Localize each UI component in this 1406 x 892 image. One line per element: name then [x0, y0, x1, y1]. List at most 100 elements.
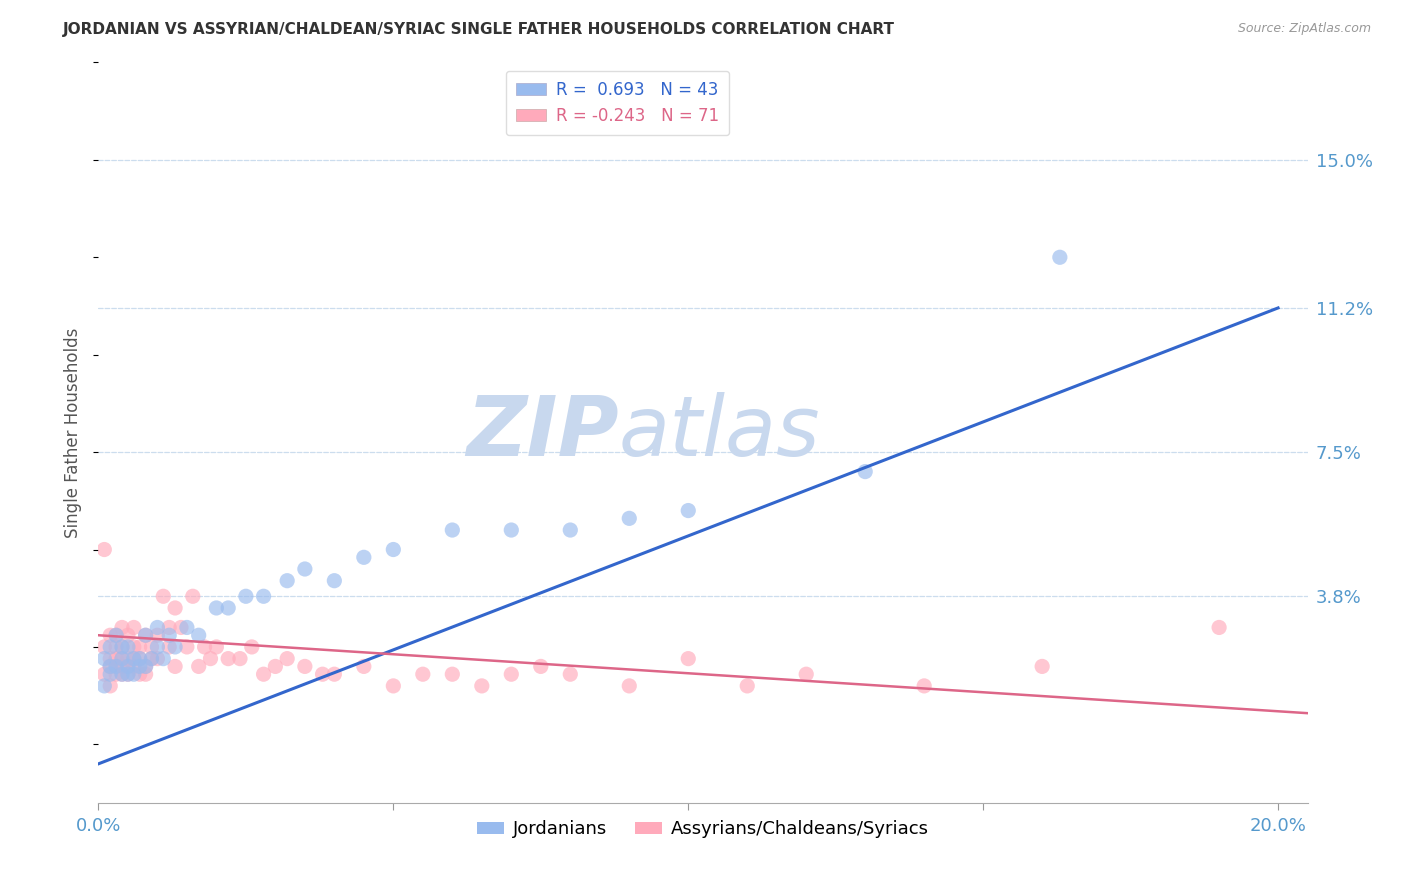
Point — [382, 679, 405, 693]
Point — [146, 620, 169, 634]
Text: JORDANIAN VS ASSYRIAN/CHALDEAN/SYRIAC SINGLE FATHER HOUSEHOLDS CORRELATION CHART: JORDANIAN VS ASSYRIAN/CHALDEAN/SYRIAC SI… — [63, 22, 896, 37]
Point — [170, 620, 193, 634]
Point — [157, 620, 180, 634]
Point — [135, 628, 157, 642]
Point — [146, 640, 169, 654]
Point — [619, 679, 641, 693]
Point — [117, 667, 139, 681]
Point — [252, 667, 274, 681]
Point — [111, 651, 134, 665]
Point — [122, 640, 145, 654]
Point — [122, 667, 145, 681]
Point — [111, 640, 134, 654]
Point — [111, 667, 134, 681]
Point — [912, 679, 935, 693]
Point — [853, 465, 876, 479]
Point — [146, 651, 169, 665]
Point — [117, 659, 139, 673]
Point — [111, 640, 134, 654]
Point — [560, 667, 582, 681]
Point — [98, 628, 121, 642]
Point — [93, 667, 115, 681]
Point — [619, 511, 641, 525]
Point — [1049, 250, 1071, 264]
Point — [135, 659, 157, 673]
Point — [229, 651, 252, 665]
Point — [157, 640, 180, 654]
Point — [311, 667, 333, 681]
Point — [217, 651, 239, 665]
Point — [165, 601, 187, 615]
Point — [105, 651, 128, 665]
Text: atlas: atlas — [619, 392, 820, 473]
Point — [135, 659, 157, 673]
Point — [152, 589, 174, 603]
Point — [501, 667, 523, 681]
Point — [98, 659, 121, 673]
Point — [93, 651, 115, 665]
Point — [128, 640, 150, 654]
Text: Source: ZipAtlas.com: Source: ZipAtlas.com — [1237, 22, 1371, 36]
Point — [98, 667, 121, 681]
Point — [98, 679, 121, 693]
Point — [105, 659, 128, 673]
Point — [105, 628, 128, 642]
Point — [117, 667, 139, 681]
Point — [252, 589, 274, 603]
Point — [122, 651, 145, 665]
Point — [122, 659, 145, 673]
Point — [117, 640, 139, 654]
Point — [141, 651, 163, 665]
Point — [128, 651, 150, 665]
Point — [205, 640, 228, 654]
Point — [323, 574, 346, 588]
Point — [105, 640, 128, 654]
Point — [111, 667, 134, 681]
Point — [794, 667, 817, 681]
Point — [111, 620, 134, 634]
Point — [530, 659, 553, 673]
Point — [276, 574, 298, 588]
Point — [217, 601, 239, 615]
Point — [93, 542, 115, 557]
Legend: Jordanians, Assyrians/Chaldeans/Syriacs: Jordanians, Assyrians/Chaldeans/Syriacs — [470, 814, 936, 846]
Point — [141, 640, 163, 654]
Point — [117, 628, 139, 642]
Point — [200, 651, 222, 665]
Point — [105, 659, 128, 673]
Point — [678, 503, 700, 517]
Point — [235, 589, 257, 603]
Point — [176, 640, 198, 654]
Point — [165, 640, 187, 654]
Point — [146, 628, 169, 642]
Point — [323, 667, 346, 681]
Point — [93, 679, 115, 693]
Point — [93, 640, 115, 654]
Point — [157, 628, 180, 642]
Point — [441, 667, 464, 681]
Point — [353, 550, 375, 565]
Point — [294, 659, 316, 673]
Point — [353, 659, 375, 673]
Point — [1031, 659, 1053, 673]
Point — [240, 640, 263, 654]
Point — [105, 628, 128, 642]
Point — [111, 651, 134, 665]
Point — [735, 679, 758, 693]
Point — [501, 523, 523, 537]
Point — [122, 651, 145, 665]
Point — [135, 628, 157, 642]
Point — [560, 523, 582, 537]
Point — [264, 659, 287, 673]
Point — [128, 659, 150, 673]
Point — [294, 562, 316, 576]
Point — [98, 659, 121, 673]
Point — [194, 640, 217, 654]
Point — [187, 659, 209, 673]
Point — [128, 667, 150, 681]
Point — [135, 667, 157, 681]
Point — [176, 620, 198, 634]
Y-axis label: Single Father Households: Single Father Households — [65, 327, 83, 538]
Point — [128, 651, 150, 665]
Point — [111, 659, 134, 673]
